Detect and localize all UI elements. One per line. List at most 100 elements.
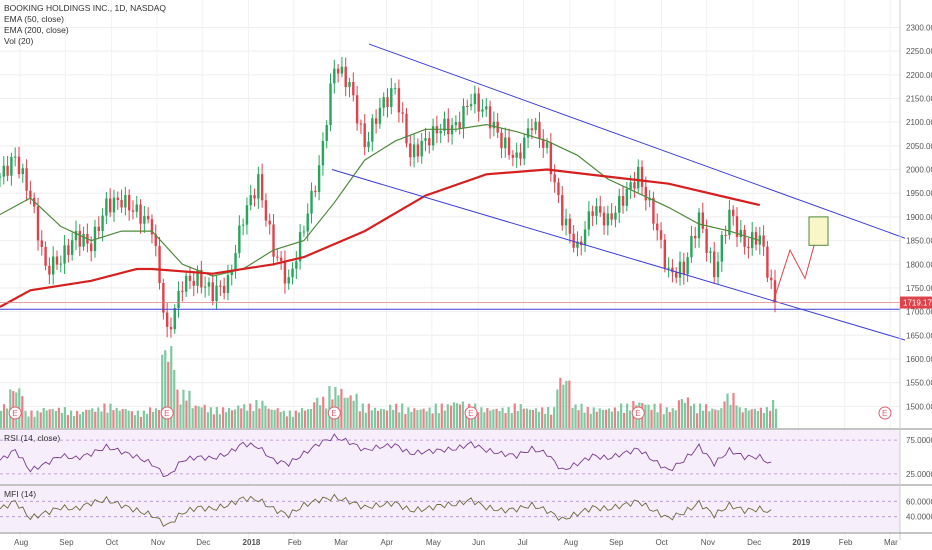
- volume-bar: [689, 405, 693, 428]
- volume-bar: [300, 407, 304, 428]
- volume-bar: [571, 407, 574, 428]
- candle-body: [640, 166, 644, 187]
- candle-body: [317, 165, 321, 193]
- volume-bar: [683, 402, 687, 428]
- volume-bar: [498, 411, 501, 428]
- volume-bar: [24, 410, 27, 428]
- volume-bar: [759, 407, 763, 428]
- volume-bar: [537, 411, 541, 428]
- indicator-panes: [0, 428, 932, 532]
- candle-body: [390, 88, 393, 108]
- volume-bar: [726, 393, 729, 428]
- candle-body: [192, 280, 195, 286]
- volume-bar: [507, 407, 510, 428]
- candle-body: [538, 121, 541, 139]
- volume-bar: [349, 395, 352, 428]
- candle-body: [504, 137, 507, 149]
- candle-body: [618, 196, 621, 213]
- volume-bar: [139, 416, 142, 428]
- legend-ema50: EMA (50, close): [4, 14, 64, 24]
- candle-body: [200, 269, 203, 288]
- channel-lower-line: [331, 169, 906, 341]
- volume-bar: [322, 396, 325, 428]
- volume-bar: [574, 404, 577, 428]
- ema-200-line: [0, 168, 761, 308]
- candle-body: [230, 270, 233, 276]
- volume-bar: [42, 408, 45, 428]
- volume-bar: [51, 408, 54, 428]
- candle-body: [17, 156, 21, 175]
- earnings-marker-label: E: [164, 409, 169, 418]
- volume-bar: [699, 403, 702, 428]
- volume-bar: [355, 393, 358, 428]
- volume-bar: [0, 410, 3, 428]
- volume-bar: [294, 410, 297, 428]
- rsi-tick-label: 75.0000: [906, 436, 932, 445]
- volume-bar: [702, 410, 705, 428]
- volume-bar: [756, 410, 760, 428]
- volume-bar: [358, 411, 361, 428]
- volume-bar: [647, 404, 650, 428]
- candle-body: [549, 142, 553, 175]
- volume-bar: [60, 412, 63, 428]
- volume-bar: [547, 407, 550, 428]
- volume-bar: [629, 410, 632, 428]
- time-tick-label: May: [426, 538, 441, 547]
- candle-body: [447, 118, 450, 135]
- candle-body: [690, 235, 693, 258]
- price-tick-label: 2050.00: [906, 142, 932, 151]
- volume-bar: [63, 407, 66, 428]
- candle-body: [158, 246, 161, 284]
- volume-bar: [176, 389, 179, 428]
- candle-body: [298, 232, 302, 262]
- candle-body: [89, 243, 93, 252]
- volume-bar: [240, 408, 243, 428]
- candle-body: [203, 286, 207, 288]
- volume-bar: [668, 412, 671, 428]
- volume-bar: [136, 410, 139, 428]
- volume-bar: [392, 409, 395, 428]
- ema-50-line: [0, 123, 760, 277]
- volume-bar: [750, 409, 753, 428]
- candle-body: [409, 143, 412, 158]
- volume-bar: [161, 354, 164, 428]
- candle-body: [519, 152, 522, 159]
- time-tick-label: Dec: [747, 538, 761, 547]
- volume-bar: [170, 346, 173, 428]
- volume-bar: [72, 415, 76, 428]
- candle-body: [295, 261, 298, 269]
- volume-bar: [27, 416, 30, 428]
- earnings-marker: [8, 406, 22, 420]
- volume-bar: [753, 408, 757, 428]
- volume-bar: [361, 403, 364, 428]
- candle-body: [108, 198, 112, 213]
- volume-bar: [106, 412, 109, 428]
- price-tick-label: 1800.00: [906, 260, 932, 269]
- candle-body: [747, 246, 750, 249]
- candle-body: [268, 220, 271, 225]
- time-tick-label: Jul: [517, 538, 527, 547]
- volume-bar: [559, 377, 562, 428]
- volume-bar: [671, 408, 674, 428]
- candle-body: [481, 109, 484, 112]
- candle-body: [382, 97, 385, 108]
- volume-bar: [729, 404, 732, 428]
- candle-body: [25, 168, 28, 191]
- volume-bar: [328, 386, 331, 428]
- candle-body: [530, 128, 534, 131]
- candle-body: [21, 168, 24, 175]
- volume-bar: [541, 407, 544, 428]
- volume-bar: [653, 403, 656, 428]
- candle-body: [663, 239, 667, 269]
- ema-lines: [0, 123, 761, 308]
- candle-body: [207, 282, 211, 287]
- earnings-marker: [327, 406, 341, 420]
- volume-bar: [255, 400, 258, 428]
- volume-bar: [696, 413, 699, 428]
- volume-bar: [623, 412, 626, 428]
- candle-body: [169, 326, 173, 330]
- volume-bar: [525, 408, 529, 428]
- candle-body: [352, 82, 355, 96]
- volume-bar: [446, 404, 449, 428]
